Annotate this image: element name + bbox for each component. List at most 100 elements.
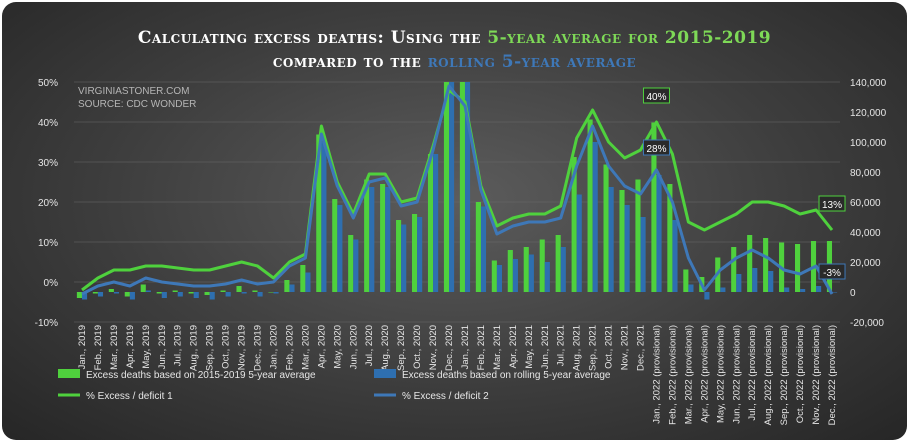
bar-excess-2015-2019: [794, 244, 801, 292]
bar-excess-rolling: [688, 284, 694, 292]
bar-excess-2015-2019: [731, 247, 737, 292]
bar-excess-2015-2019: [523, 247, 529, 292]
legend-label: Excess deaths based on 2015-2019 5-year …: [86, 370, 316, 381]
bar-excess-rolling: [736, 274, 742, 292]
bar-excess-2015-2019: [124, 292, 130, 297]
callout-box: [642, 139, 670, 156]
y-left-tick-label: 50%: [38, 78, 58, 89]
x-tick-label: Aug., 2021: [572, 325, 583, 371]
bar-excess-2015-2019: [683, 269, 689, 292]
x-tick-label: Sep., 2021: [588, 325, 599, 371]
bar-excess-2015-2019: [252, 290, 258, 292]
x-tick-label: Oct., 2020: [412, 325, 423, 369]
callout-label: 40%: [646, 92, 666, 103]
title-highlight-blue: rolling 5-year average: [427, 52, 637, 72]
bar-excess-rolling: [704, 292, 710, 300]
callout-label: -3%: [823, 268, 841, 279]
bar-excess-rolling: [113, 292, 120, 294]
x-tick-label: Dec., 2021: [636, 325, 647, 371]
bar-excess-rolling: [512, 259, 518, 292]
y-right-tick-label: 0: [850, 288, 856, 299]
bar-excess-2015-2019: [92, 292, 98, 294]
bar-excess-rolling: [225, 292, 231, 297]
y-left-tick-label: -10%: [35, 318, 58, 329]
bar-excess-2015-2019: [763, 238, 769, 292]
bar-excess-rolling: [608, 187, 614, 292]
bar-excess-rolling: [768, 271, 774, 292]
bar-excess-rolling: [449, 82, 455, 292]
bar-excess-2015-2019: [475, 202, 481, 292]
y-left-tick-label: 30%: [38, 158, 58, 169]
bar-excess-rolling: [161, 292, 167, 298]
bar-excess-2015-2019: [491, 260, 497, 292]
x-tick-label: Oct., 2021: [604, 325, 615, 369]
x-tick-label: Sep., 2022 (provisional): [779, 325, 790, 425]
x-tick-label: Jul., 2019: [173, 325, 184, 366]
y-right-tick-label: 140,000: [850, 78, 887, 89]
bar-excess-rolling: [544, 262, 550, 292]
bar-excess-rolling: [672, 220, 678, 292]
bar-excess-rolling: [720, 287, 726, 292]
bar-excess-2015-2019: [316, 134, 322, 292]
x-tick-label: Oct., 2022 (provisional): [795, 325, 806, 423]
bar-excess-2015-2019: [332, 199, 338, 292]
x-tick-label: Feb., 2020: [284, 325, 295, 370]
bar-excess-rolling: [385, 187, 391, 292]
bar-excess-rolling: [353, 239, 359, 292]
bar-excess-2015-2019: [619, 190, 625, 292]
bar-excess-rolling: [624, 205, 630, 292]
x-tick-label: Mar., 2019: [109, 325, 120, 370]
x-tick-label: May, 2019: [141, 325, 152, 369]
x-tick-label: Jun., 2020: [348, 325, 359, 369]
bar-excess-2015-2019: [156, 292, 162, 294]
bar-excess-rolling: [752, 268, 758, 292]
callout-label: 13%: [822, 200, 842, 211]
x-tick-label: Dec., 2019: [253, 325, 264, 371]
bar-excess-2015-2019: [667, 184, 673, 292]
bar-excess-2015-2019: [603, 164, 609, 292]
bar-excess-rolling: [401, 224, 407, 292]
bar-excess-2015-2019: [300, 265, 306, 292]
x-tick-label: Jun., 2022 (provisional): [731, 325, 742, 424]
x-tick-label: Apr., 2020: [316, 325, 327, 368]
callout-box: [642, 87, 670, 104]
x-tick-label: Sep., 2019: [205, 325, 216, 371]
bar-excess-rolling: [209, 292, 215, 300]
bar-excess-rolling: [800, 289, 806, 292]
bar-excess-rolling: [576, 194, 582, 292]
legend-label: % Excess / deficit 2: [402, 391, 489, 402]
bar-excess-rolling: [369, 187, 375, 292]
bar-excess-rolling: [433, 154, 439, 292]
legend-label: Excess deaths based on rolling 5-year av…: [402, 370, 611, 381]
bar-excess-rolling: [289, 284, 295, 292]
bar-excess-2015-2019: [188, 292, 194, 294]
x-tick-label: Feb., 2019: [93, 325, 104, 370]
bar-excess-2015-2019: [747, 235, 753, 292]
bar-excess-rolling: [129, 292, 135, 300]
bar-excess-rolling: [480, 206, 487, 292]
bar-excess-rolling: [640, 217, 646, 292]
bar-excess-2015-2019: [555, 235, 561, 292]
source-line-1: VIRGINIASTONER.COM: [78, 86, 190, 97]
bar-excess-rolling: [816, 286, 822, 292]
bar-excess-rolling: [528, 254, 534, 292]
x-tick-label: May, 2021: [524, 325, 535, 369]
x-tick-label: Nov., 2019: [237, 325, 248, 370]
x-tick-label: Mar., 2021: [492, 325, 503, 370]
callout-box: [818, 263, 846, 280]
bar-excess-2015-2019: [76, 292, 82, 298]
bar-excess-rolling: [496, 265, 503, 292]
x-tick-label: Jun., 2019: [157, 325, 168, 369]
bar-excess-2015-2019: [236, 286, 242, 292]
x-tick-label: Apr., 2022 (provisional): [699, 325, 710, 423]
x-tick-label: Sep., 2020: [396, 325, 407, 371]
bar-excess-rolling: [832, 292, 838, 293]
bar-excess-rolling: [305, 272, 311, 292]
callout-label: 28%: [646, 144, 666, 155]
bar-excess-rolling: [784, 287, 790, 292]
legend-swatch-bar: [58, 369, 80, 378]
y-left-tick-label: 20%: [38, 198, 58, 209]
x-tick-label: Aug., 2020: [380, 325, 391, 371]
bar-excess-2015-2019: [380, 184, 386, 292]
y-right-tick-label: 40,000: [850, 228, 881, 239]
